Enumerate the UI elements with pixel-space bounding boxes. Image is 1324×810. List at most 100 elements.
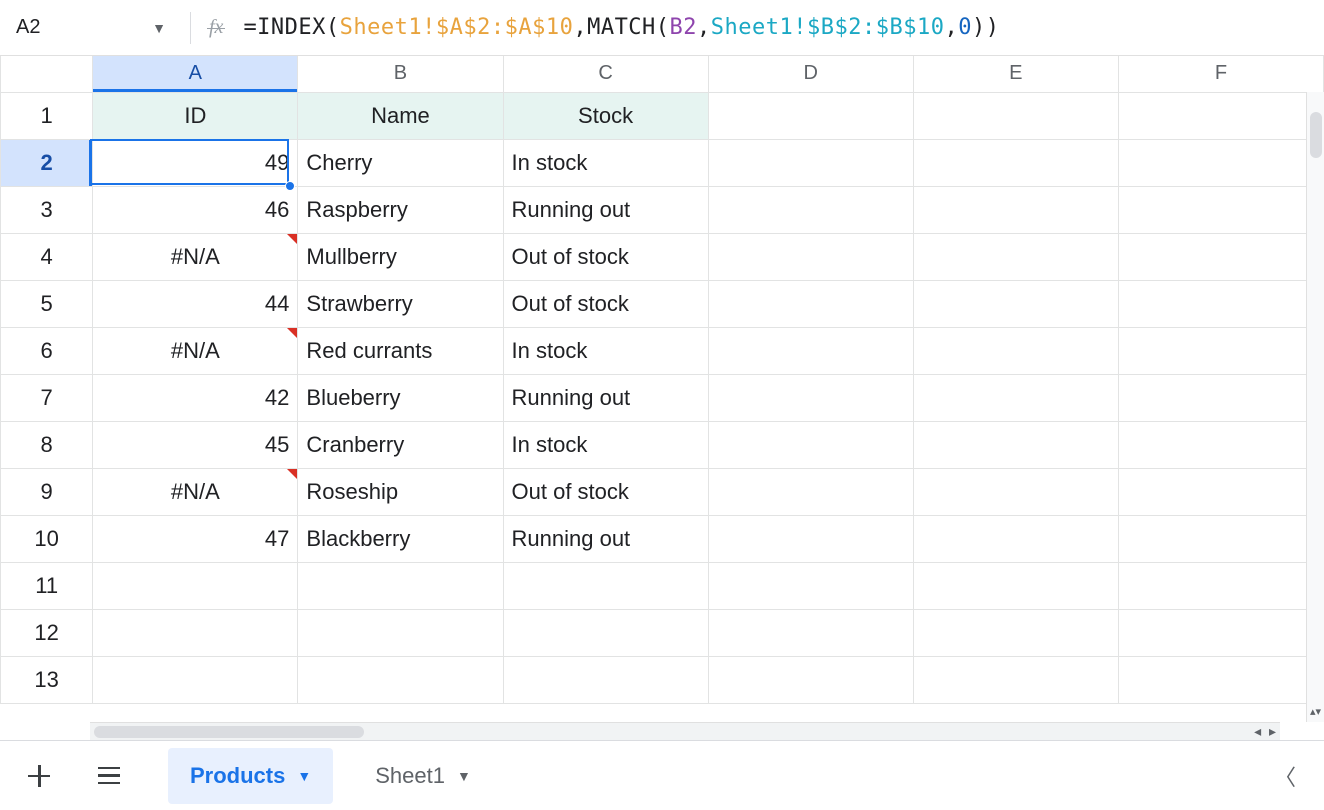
select-all-corner[interactable] [1, 56, 93, 92]
cell-B3[interactable]: Raspberry [298, 186, 503, 233]
cell-B5[interactable]: Strawberry [298, 280, 503, 327]
row-header-9[interactable]: 9 [1, 468, 93, 515]
row-header-4[interactable]: 4 [1, 233, 93, 280]
column-header-c[interactable]: C [503, 56, 708, 92]
cell-E3[interactable] [913, 186, 1118, 233]
horizontal-scroll-thumb[interactable] [94, 726, 364, 738]
cell-B9[interactable]: Roseship [298, 468, 503, 515]
cell-B4[interactable]: Mullberry [298, 233, 503, 280]
cell-D6[interactable] [708, 327, 913, 374]
cell-D7[interactable] [708, 374, 913, 421]
cell-D3[interactable] [708, 186, 913, 233]
cell-F11[interactable] [1118, 562, 1323, 609]
cell-D4[interactable] [708, 233, 913, 280]
row-header-2[interactable]: 2 [1, 139, 93, 186]
cell-E9[interactable] [913, 468, 1118, 515]
cell-B2[interactable]: Cherry [298, 139, 503, 186]
cell-B11[interactable] [298, 562, 503, 609]
cell-E8[interactable] [913, 421, 1118, 468]
cell-D5[interactable] [708, 280, 913, 327]
cell-E12[interactable] [913, 609, 1118, 656]
cell-D2[interactable] [708, 139, 913, 186]
tab-scroll-left-icon[interactable]: 〈 [1274, 760, 1296, 792]
cell-C7[interactable]: Running out [503, 374, 708, 421]
cell-C8[interactable]: In stock [503, 421, 708, 468]
cell-C9[interactable]: Out of stock [503, 468, 708, 515]
cell-F1[interactable] [1118, 92, 1323, 139]
cell-D10[interactable] [708, 515, 913, 562]
fill-handle[interactable] [285, 181, 295, 191]
sheet-tab-products[interactable]: Products▼ [168, 748, 333, 804]
cell-A12[interactable] [93, 609, 298, 656]
cell-A13[interactable] [93, 656, 298, 703]
cell-C6[interactable]: In stock [503, 327, 708, 374]
sheet-tab-sheet1[interactable]: Sheet1▼ [353, 748, 493, 804]
cell-B10[interactable]: Blackberry [298, 515, 503, 562]
cell-B8[interactable]: Cranberry [298, 421, 503, 468]
all-sheets-button[interactable] [98, 767, 132, 785]
cell-E2[interactable] [913, 139, 1118, 186]
cell-E13[interactable] [913, 656, 1118, 703]
name-box-dropdown-icon[interactable]: ▼ [152, 20, 166, 36]
cell-A7[interactable]: 42 [93, 374, 298, 421]
cell-F8[interactable] [1118, 421, 1323, 468]
row-header-8[interactable]: 8 [1, 421, 93, 468]
cell-B13[interactable] [298, 656, 503, 703]
cell-E6[interactable] [913, 327, 1118, 374]
cell-F2[interactable] [1118, 139, 1323, 186]
cell-C5[interactable]: Out of stock [503, 280, 708, 327]
cell-B7[interactable]: Blueberry [298, 374, 503, 421]
cell-F4[interactable] [1118, 233, 1323, 280]
column-header-e[interactable]: E [913, 56, 1118, 92]
cell-F13[interactable] [1118, 656, 1323, 703]
sheet-tab-menu-icon[interactable]: ▼ [457, 768, 471, 784]
cell-A3[interactable]: 46 [93, 186, 298, 233]
cell-A4[interactable]: #N/A [93, 233, 298, 280]
cell-A1[interactable]: ID [93, 92, 298, 139]
cell-C10[interactable]: Running out [503, 515, 708, 562]
column-header-b[interactable]: B [298, 56, 503, 92]
row-header-6[interactable]: 6 [1, 327, 93, 374]
cell-A8[interactable]: 45 [93, 421, 298, 468]
cell-F12[interactable] [1118, 609, 1323, 656]
name-box[interactable]: A2 ▼ [12, 10, 172, 46]
column-header-a[interactable]: A [93, 56, 298, 92]
row-header-7[interactable]: 7 [1, 374, 93, 421]
spreadsheet-grid[interactable]: ABCDEF1IDNameStock249CherryIn stock346Ra… [0, 56, 1324, 740]
cell-B6[interactable]: Red currants [298, 327, 503, 374]
cell-F7[interactable] [1118, 374, 1323, 421]
cell-C11[interactable] [503, 562, 708, 609]
cell-A9[interactable]: #N/A [93, 468, 298, 515]
row-header-11[interactable]: 11 [1, 562, 93, 609]
cell-D9[interactable] [708, 468, 913, 515]
vertical-scroll-arrows[interactable]: ▴▾ [1307, 705, 1324, 718]
horizontal-scroll-arrows[interactable]: ◂ ▸ [1254, 722, 1276, 740]
cell-C2[interactable]: In stock [503, 139, 708, 186]
horizontal-scrollbar[interactable]: ◂ ▸ [90, 722, 1280, 740]
cell-A6[interactable]: #N/A [93, 327, 298, 374]
cell-C13[interactable] [503, 656, 708, 703]
cell-D11[interactable] [708, 562, 913, 609]
row-header-10[interactable]: 10 [1, 515, 93, 562]
cell-D13[interactable] [708, 656, 913, 703]
cell-C1[interactable]: Stock [503, 92, 708, 139]
cell-A10[interactable]: 47 [93, 515, 298, 562]
row-header-1[interactable]: 1 [1, 92, 93, 139]
vertical-scroll-thumb[interactable] [1310, 112, 1322, 158]
cell-D1[interactable] [708, 92, 913, 139]
cell-D8[interactable] [708, 421, 913, 468]
column-header-f[interactable]: F [1118, 56, 1323, 92]
cell-F3[interactable] [1118, 186, 1323, 233]
column-header-d[interactable]: D [708, 56, 913, 92]
cell-D12[interactable] [708, 609, 913, 656]
sheet-tab-menu-icon[interactable]: ▼ [297, 768, 311, 784]
add-sheet-button[interactable] [28, 765, 62, 787]
cell-C4[interactable]: Out of stock [503, 233, 708, 280]
cell-E10[interactable] [913, 515, 1118, 562]
cell-E7[interactable] [913, 374, 1118, 421]
cell-B1[interactable]: Name [298, 92, 503, 139]
cell-E4[interactable] [913, 233, 1118, 280]
vertical-scrollbar[interactable]: ▴▾ [1306, 92, 1324, 722]
row-header-3[interactable]: 3 [1, 186, 93, 233]
cell-F6[interactable] [1118, 327, 1323, 374]
